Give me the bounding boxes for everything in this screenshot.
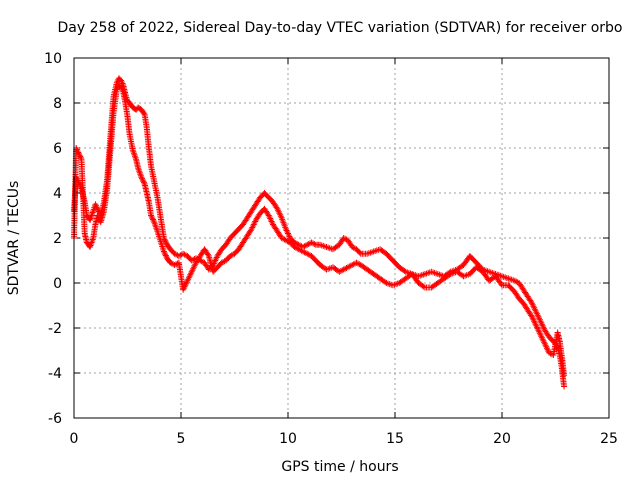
y-axis-ticks: -6 -4 -2 0 2 4 6 8 10 xyxy=(44,51,609,427)
data-point-marker xyxy=(150,217,157,224)
data-series xyxy=(71,75,568,390)
data-point-marker xyxy=(160,248,167,255)
data-point-marker xyxy=(148,213,155,220)
data-point-marker xyxy=(75,149,82,156)
data-point-marker xyxy=(561,372,568,379)
data-point-marker xyxy=(95,213,102,220)
x-tick-label: 0 xyxy=(70,431,79,447)
data-point-marker xyxy=(77,154,84,161)
x-tick-label: 5 xyxy=(177,431,186,447)
data-point-marker xyxy=(139,175,146,182)
plot-frame xyxy=(73,57,610,419)
data-point-marker xyxy=(162,251,169,258)
series-trace-b xyxy=(71,82,568,379)
x-tick-label: 10 xyxy=(279,431,297,447)
data-point-marker xyxy=(177,252,184,259)
y-tick-label: -6 xyxy=(48,411,62,427)
chart-title: Day 258 of 2022, Sidereal Day-to-day VTE… xyxy=(58,20,623,36)
data-point-marker xyxy=(94,212,101,219)
y-tick-label: -4 xyxy=(48,366,62,382)
x-axis-ticks: 0 5 10 15 20 25 xyxy=(70,58,618,447)
x-axis-label: GPS time / hours xyxy=(281,459,398,475)
data-point-marker xyxy=(311,241,318,247)
data-point-marker xyxy=(75,150,82,157)
data-point-marker xyxy=(401,267,408,274)
x-tick-label: 15 xyxy=(386,431,404,447)
x-tick-label: 25 xyxy=(600,431,618,447)
data-point-marker xyxy=(140,110,147,117)
data-point-marker xyxy=(420,283,427,290)
y-tick-label: 6 xyxy=(53,141,62,157)
data-point-marker xyxy=(138,174,145,181)
data-point-marker xyxy=(181,251,188,258)
data-point-marker xyxy=(204,251,211,258)
data-point-marker xyxy=(356,249,363,256)
data-point-marker xyxy=(309,240,316,247)
data-point-marker xyxy=(149,216,156,223)
data-point-marker xyxy=(162,252,169,259)
y-tick-label: 10 xyxy=(44,51,62,67)
data-point-marker xyxy=(162,237,169,244)
data-point-marker xyxy=(140,179,147,186)
y-tick-label: -2 xyxy=(48,321,62,337)
data-point-marker xyxy=(139,176,146,183)
y-tick-label: 4 xyxy=(53,186,62,202)
y-tick-label: 2 xyxy=(53,231,62,247)
data-point-marker xyxy=(162,239,169,246)
data-point-marker xyxy=(498,280,505,287)
x-tick-label: 20 xyxy=(493,431,511,447)
data-point-marker xyxy=(77,153,84,160)
data-point-marker xyxy=(148,212,155,219)
data-point-marker xyxy=(76,152,83,159)
y-tick-label: 8 xyxy=(53,96,62,112)
data-point-marker xyxy=(561,383,568,390)
data-point-marker xyxy=(149,215,156,222)
data-point-marker xyxy=(140,178,147,185)
series-trace-a xyxy=(71,75,568,390)
y-axis-label: SDTVAR / TECUs xyxy=(6,181,22,296)
data-point-marker xyxy=(161,249,168,256)
y-tick-label: 0 xyxy=(53,276,62,292)
data-point-marker xyxy=(446,271,453,278)
data-point-marker xyxy=(382,279,389,286)
